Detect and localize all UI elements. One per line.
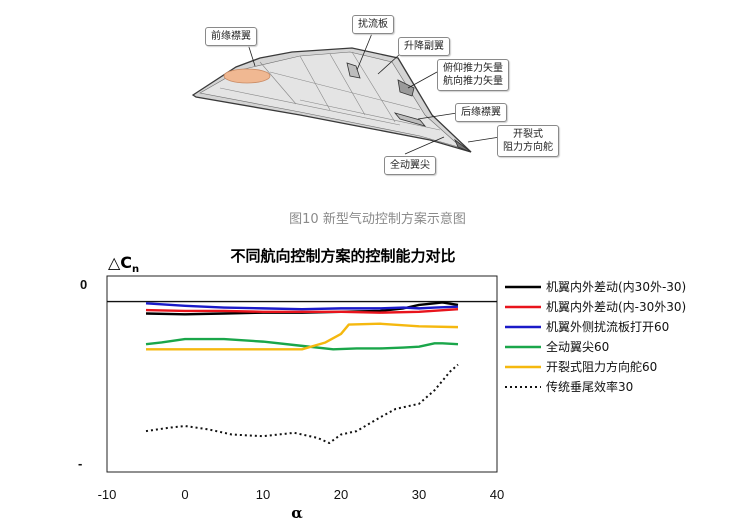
- x-tick-label: 20: [334, 487, 348, 502]
- trailing-flap-surface: [393, 112, 427, 127]
- cockpit-canopy: [223, 68, 271, 84]
- x-axis-label: α: [291, 504, 303, 522]
- x-tick-label: 30: [412, 487, 426, 502]
- x-tick-label: -10: [98, 487, 117, 502]
- legend-label: 机翼内外差动(内-30外30): [546, 300, 686, 314]
- leader-lines: [247, 30, 501, 155]
- series-line-6: [145, 363, 459, 445]
- split-rudder-surface: [454, 138, 472, 153]
- series-line-4: [145, 337, 459, 351]
- y-tick-label-zero: 0: [80, 277, 87, 292]
- x-tick-label: 40: [490, 487, 504, 502]
- x-tick-labels: -10 0 10 20 30 40: [98, 487, 505, 502]
- series-line-3: [145, 302, 459, 311]
- x-tick-label: 0: [181, 487, 188, 502]
- label-elevon: 升降副翼: [398, 37, 450, 56]
- label-split-drag-rudder: 开裂式 阻力方向舵: [497, 125, 559, 157]
- label-leading-edge-flap: 前缘襟翼: [205, 27, 257, 46]
- label-spoiler: 扰流板: [352, 15, 394, 34]
- series-line-5: [146, 322, 459, 351]
- label-all-moving-tip: 全动翼尖: [384, 156, 436, 175]
- thrust-nozzle: [397, 79, 415, 97]
- panel-lines: [219, 51, 441, 131]
- x-tick-label: 10: [256, 487, 270, 502]
- legend-label: 传统垂尾效率30: [546, 379, 633, 394]
- legend-label: 机翼外侧扰流板打开60: [546, 320, 669, 334]
- spoiler-surface: [346, 62, 361, 79]
- series-layer: [145, 301, 459, 445]
- label-trailing-edge-flap: 后缘襟翼: [455, 103, 507, 122]
- figure-caption: 图10 新型气动控制方案示意图: [289, 212, 466, 227]
- aircraft-schematic: [191, 30, 501, 155]
- y-axis-label: △Cn: [108, 253, 139, 275]
- legend-label: 开裂式阻力方向舵60: [546, 359, 657, 374]
- legend-label: 机翼内外差动(内30外-30): [546, 280, 686, 294]
- series-line-2: [145, 308, 459, 314]
- legend-label: 全动翼尖60: [546, 339, 609, 354]
- chart-title: 不同航向控制方案的控制能力对比: [230, 247, 455, 265]
- label-thrust-vector: 俯仰推力矢量 航向推力矢量: [437, 59, 509, 91]
- legend: 机翼内外差动(内30外-30) 机翼内外差动(内-30外30) 机翼外侧扰流板打开6…: [505, 280, 686, 394]
- plot-area-frame: [106, 275, 498, 473]
- y-tick-label-min: -: [78, 456, 82, 471]
